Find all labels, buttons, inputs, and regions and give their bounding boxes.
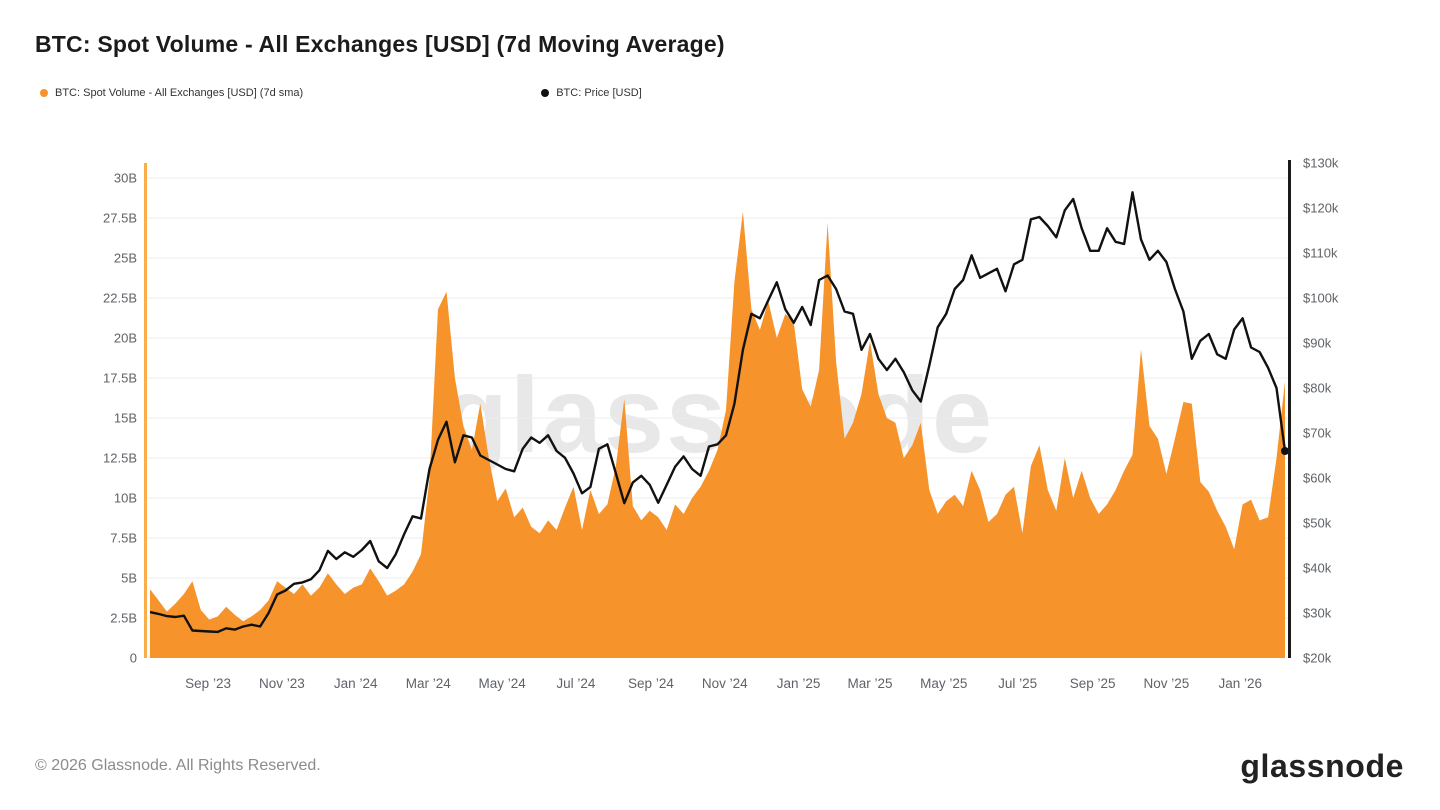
left-axis-tick-label: 20B [114, 331, 137, 346]
right-axis-tick-label: $80k [1303, 381, 1332, 396]
x-axis-tick-label: Jan ’24 [334, 676, 378, 691]
right-axis-tick-label: $60k [1303, 471, 1332, 486]
left-axis-tick-label: 12.5B [103, 451, 137, 466]
left-axis-tick-label: 0 [130, 651, 137, 666]
right-axis-tick-label: $130k [1303, 156, 1339, 171]
x-axis-tick-label: Jul ’24 [556, 676, 596, 691]
volume-area-series [150, 211, 1285, 658]
left-axis-tick-label: 15B [114, 411, 137, 426]
volume-series-dot-icon [40, 89, 48, 97]
left-axis-tick-label: 30B [114, 171, 137, 186]
right-axis-tick-label: $110k [1303, 246, 1338, 261]
copyright-text: © 2026 Glassnode. All Rights Reserved. [35, 757, 321, 774]
right-axis-tick-label: $90k [1303, 336, 1332, 351]
x-axis-tick-label: Jul ’25 [998, 676, 1037, 691]
spot-volume-chart: glassnode02.5B5B7.5B10B12.5B15B17.5B20B2… [103, 156, 1339, 692]
right-axis-tick-label: $40k [1303, 561, 1332, 576]
left-axis-tick-label: 5B [121, 571, 137, 586]
left-axis-tick-label: 7.5B [110, 531, 137, 546]
right-axis-tick-label: $30k [1303, 606, 1332, 621]
right-axis-tick-label: $100k [1303, 291, 1339, 306]
x-axis-tick-label: Mar ’25 [847, 676, 892, 691]
x-axis-tick-label: Nov ’25 [1144, 676, 1190, 691]
right-axis-tick-label: $70k [1303, 426, 1332, 441]
x-axis-tick-label: May ’25 [920, 676, 967, 691]
x-axis-tick-label: Nov ’23 [259, 676, 305, 691]
left-axis-tick-label: 17.5B [103, 371, 137, 386]
glassnode-logo: glassnode [1240, 748, 1404, 784]
price-series-dot-icon [541, 89, 550, 97]
x-axis-tick-label: Jan ’25 [777, 676, 821, 691]
chart-legend: BTC: Spot Volume - All Exchanges [USD] (… [40, 87, 642, 99]
x-axis-tick-label: Sep ’24 [628, 676, 674, 691]
price-line-series [149, 191, 1287, 634]
price-last-point-marker [1281, 447, 1289, 455]
x-axis-tick-label: Jan ’26 [1218, 676, 1262, 691]
left-axis-tick-label: 10B [114, 491, 137, 506]
legend-item-price[interactable]: BTC: Price [USD] [541, 87, 642, 99]
legend-item-spot-volume[interactable]: BTC: Spot Volume - All Exchanges [USD] (… [40, 87, 303, 99]
x-axis-tick-label: Sep ’25 [1070, 676, 1116, 691]
x-axis-tick-label: Sep ’23 [185, 676, 231, 691]
x-axis-tick-label: Mar ’24 [406, 676, 452, 691]
legend-label-price: BTC: Price [USD] [556, 87, 642, 99]
left-axis-tick-label: 27.5B [103, 211, 137, 226]
left-axis-tick-label: 22.5B [103, 291, 137, 306]
right-axis-tick-label: $120k [1303, 201, 1339, 216]
left-axis-tick-label: 25B [114, 251, 137, 266]
page-title: BTC: Spot Volume - All Exchanges [USD] (… [35, 31, 725, 57]
left-axis-tick-label: 2.5B [110, 611, 137, 626]
right-axis-tick-label: $50k [1303, 516, 1332, 531]
x-axis-tick-label: Nov ’24 [702, 676, 748, 691]
legend-label-spot-volume: BTC: Spot Volume - All Exchanges [USD] (… [55, 87, 304, 99]
chart-area: glassnode 0 2.5B 5B 7.5B 10B 12.5B 15B 17.5B 20B 2… [103, 156, 1339, 692]
x-axis-tick-label: May ’24 [478, 676, 526, 691]
right-axis-tick-label: $20k [1303, 651, 1332, 666]
